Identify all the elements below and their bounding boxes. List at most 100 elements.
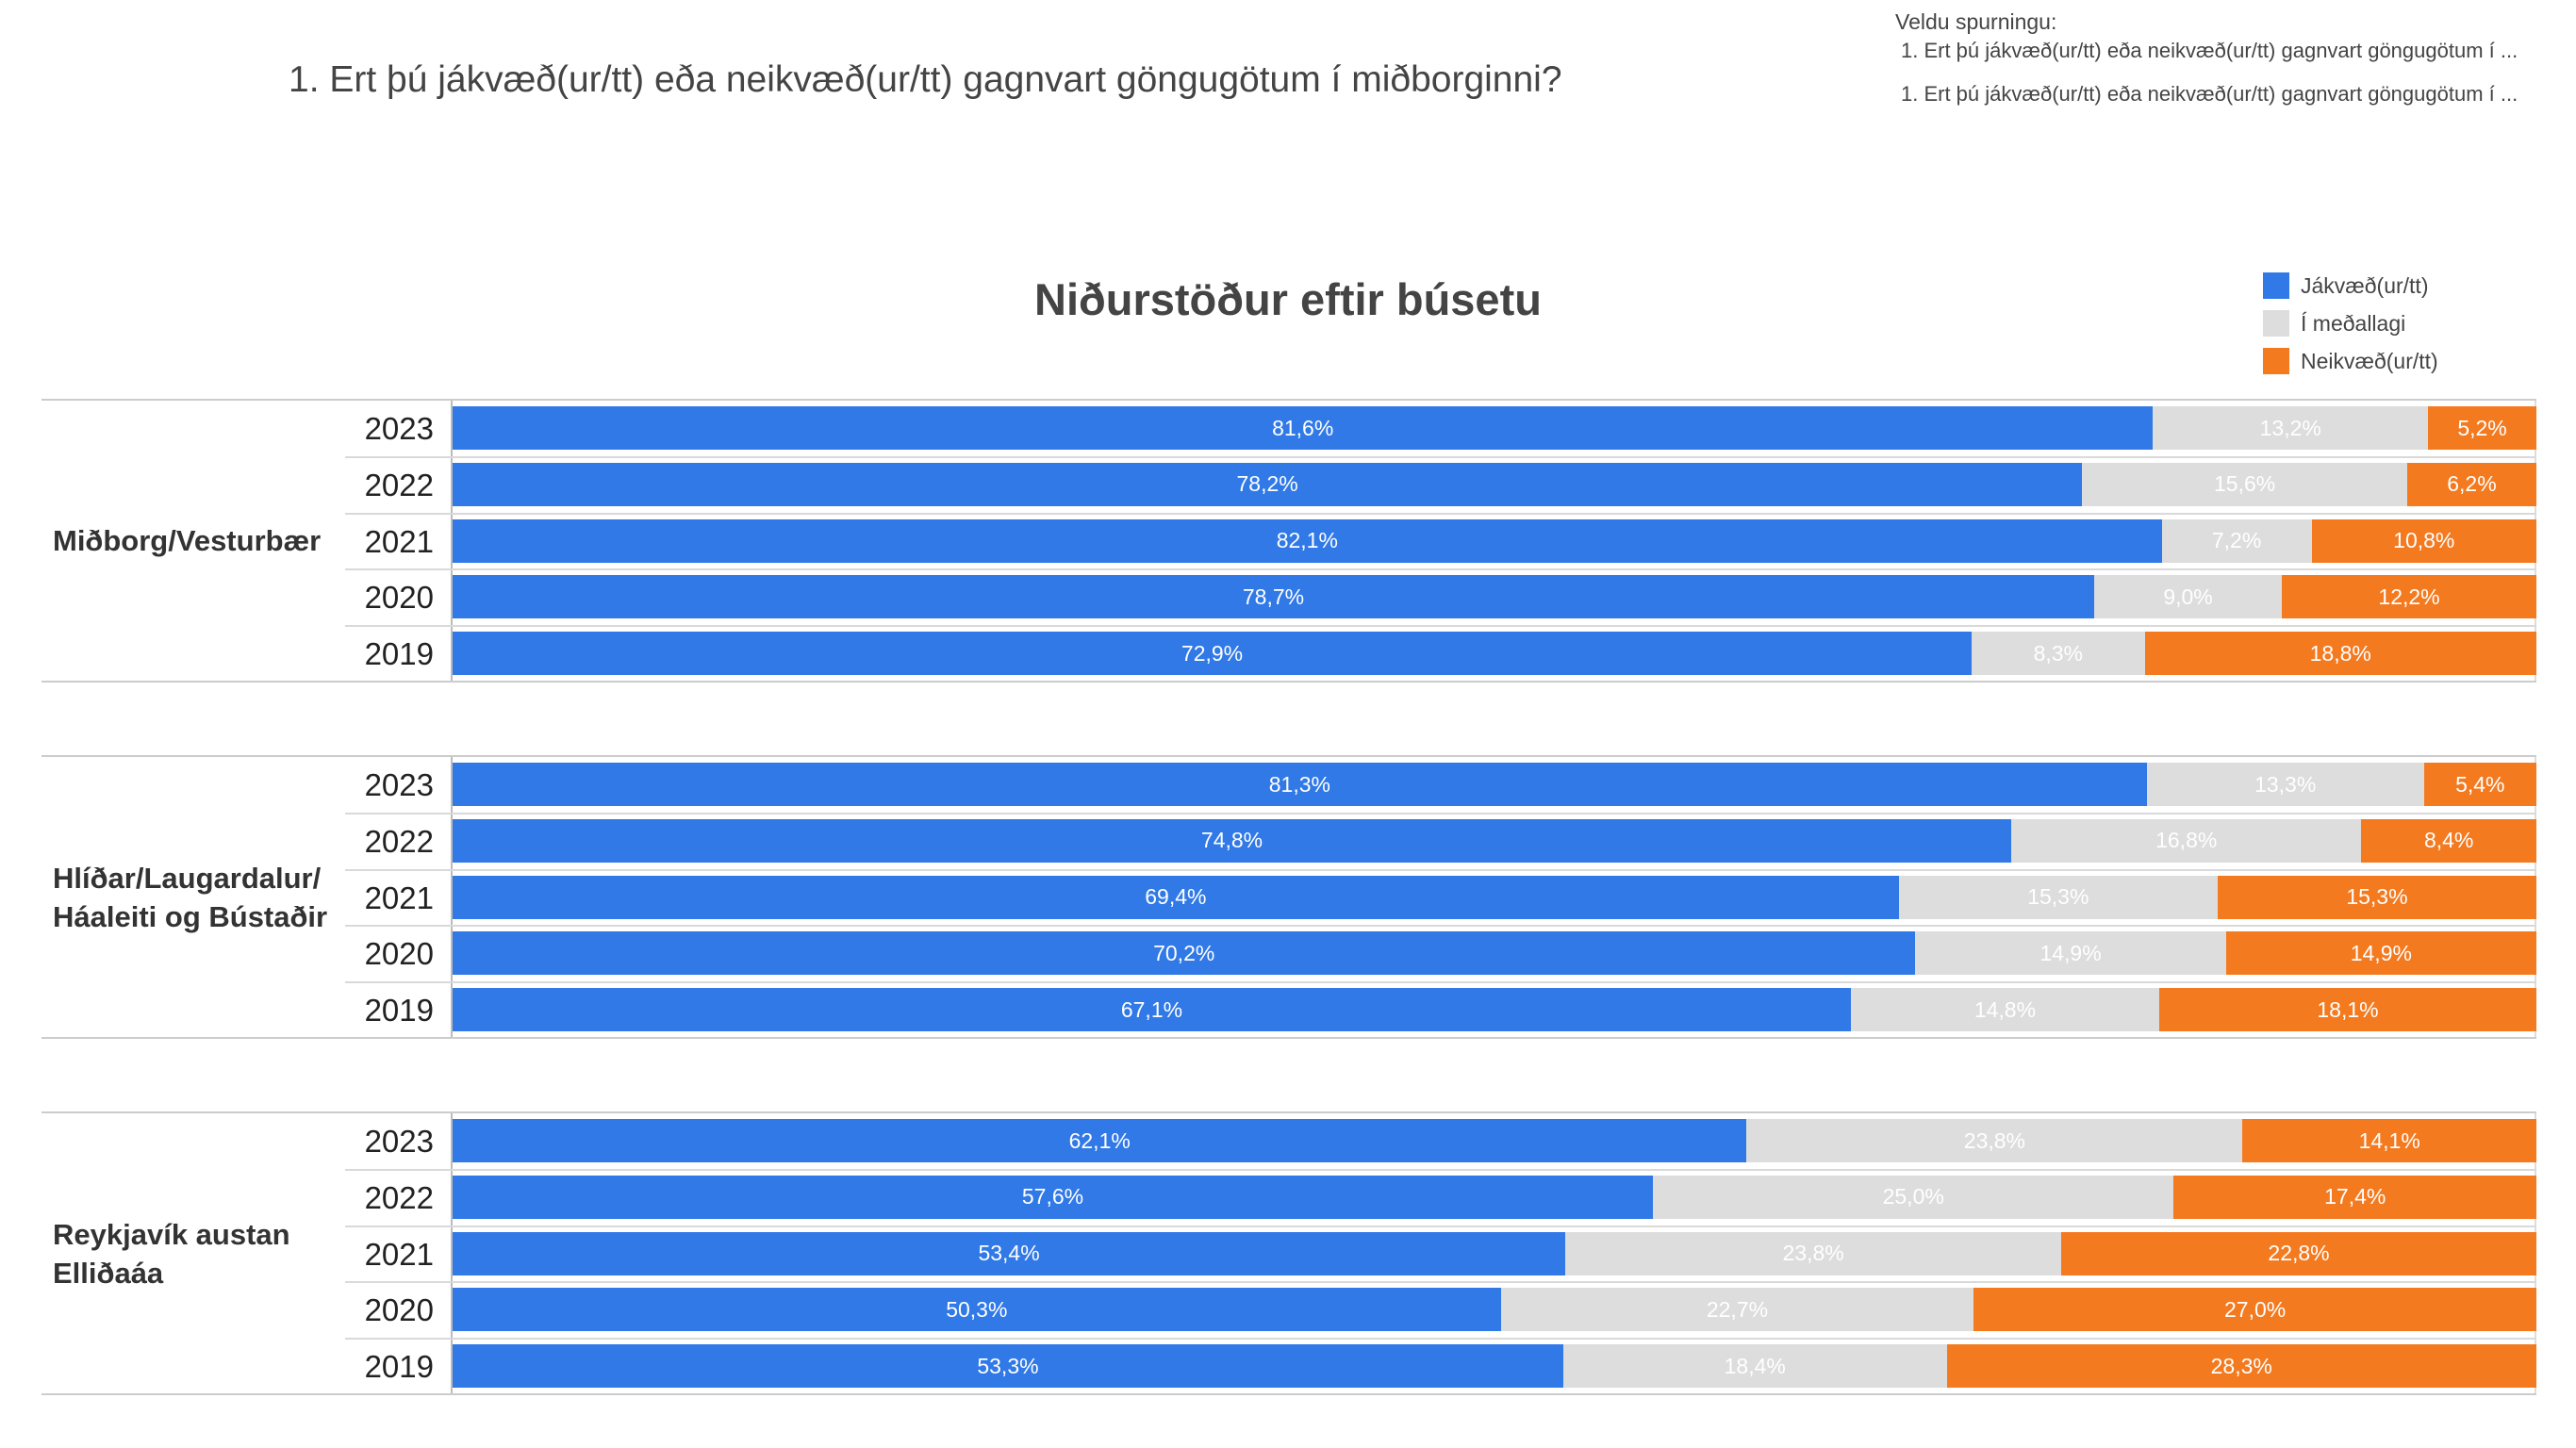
data-label-jakvaed: 78,7% [1242, 584, 1305, 609]
bar-segment-jakvaed[interactable]: 70,2% [453, 931, 1916, 976]
bar-segment-neikvaed[interactable]: 14,9% [2225, 931, 2536, 976]
bar-segment-neikvaed[interactable]: 6,2% [2406, 462, 2536, 506]
bar-segment-neikvaed[interactable]: 14,1% [2242, 1119, 2536, 1162]
bar-row: 2022 78,2% 15,6% 6,2% [41, 455, 2536, 513]
legend-swatch-jakvaed [2263, 272, 2289, 299]
stacked-bar[interactable]: 53,3% 18,4% 28,3% [453, 1344, 2536, 1389]
data-label-neikvaed: 14,9% [2350, 940, 2412, 965]
data-label-jakvaed: 81,3% [1268, 771, 1330, 797]
bar-segment-medallagi[interactable]: 9,0% [2094, 575, 2283, 619]
data-label-neikvaed: 6,2% [2447, 471, 2497, 497]
year-tick-label: 2023 [364, 1124, 434, 1159]
bar-segment-medallagi[interactable]: 13,3% [2146, 763, 2424, 806]
bar-segment-medallagi[interactable]: 15,3% [1898, 875, 2218, 919]
bar-segment-neikvaed[interactable]: 18,8% [2144, 632, 2536, 676]
bar-segment-jakvaed[interactable]: 53,3% [453, 1344, 1563, 1389]
stacked-bar[interactable]: 70,2% 14,9% 14,9% [453, 931, 2536, 976]
year-tick-label: 2023 [364, 767, 434, 802]
data-label-medallagi: 23,8% [1782, 1241, 1844, 1266]
data-label-medallagi: 25,0% [1882, 1184, 1944, 1209]
row-divider [345, 1168, 2536, 1171]
bar-segment-medallagi[interactable]: 23,8% [1565, 1231, 2062, 1275]
data-label-medallagi: 7,2% [2211, 528, 2262, 553]
data-label-medallagi: 15,3% [2027, 884, 2089, 910]
legend-swatch-medallagi [2263, 310, 2289, 337]
bar-segment-medallagi[interactable]: 7,2% [2161, 518, 2312, 563]
group-label: Miðborg/Vesturbær [53, 524, 322, 557]
stacked-bar[interactable]: 78,2% 15,6% 6,2% [453, 462, 2536, 506]
bar-segment-neikvaed[interactable]: 10,8% [2311, 518, 2536, 563]
stacked-bar[interactable]: 72,9% 8,3% 18,8% [453, 632, 2536, 676]
bar-segment-medallagi[interactable]: 14,8% [1850, 988, 2159, 1032]
bar-segment-neikvaed[interactable]: 17,4% [2173, 1175, 2536, 1219]
stacked-bar[interactable]: 53,4% 23,8% 22,8% [453, 1231, 2536, 1275]
bar-segment-jakvaed[interactable]: 50,3% [453, 1288, 1501, 1332]
stacked-bar[interactable]: 74,8% 16,8% 8,4% [453, 818, 2536, 863]
bar-segment-neikvaed[interactable]: 18,1% [2158, 988, 2536, 1032]
data-label-jakvaed: 72,9% [1181, 640, 1244, 666]
row-divider [345, 625, 2536, 628]
bar-segment-neikvaed[interactable]: 5,4% [2423, 763, 2536, 806]
stacked-bar[interactable]: 67,1% 14,8% 18,1% [453, 988, 2536, 1032]
bar-segment-jakvaed[interactable]: 78,2% [453, 462, 2083, 506]
stacked-bar[interactable]: 57,6% 25,0% 17,4% [453, 1175, 2536, 1219]
stacked-bar[interactable]: 50,3% 22,7% 27,0% [453, 1288, 2536, 1332]
bar-segment-medallagi[interactable]: 15,6% [2082, 462, 2407, 506]
bar-segment-jakvaed[interactable]: 81,6% [453, 406, 2154, 450]
bar-segment-medallagi[interactable]: 25,0% [1652, 1175, 2174, 1219]
bar-segment-jakvaed[interactable]: 74,8% [453, 818, 2012, 863]
bar-segment-neikvaed[interactable]: 28,3% [1946, 1344, 2536, 1389]
stacked-bar[interactable]: 81,3% 13,3% 5,4% [453, 763, 2536, 806]
data-label-neikvaed: 10,8% [2393, 528, 2455, 553]
bar-segment-neikvaed[interactable]: 8,4% [2361, 818, 2536, 863]
bar-segment-medallagi[interactable]: 14,9% [1915, 931, 2226, 976]
group-label: Hlíðar/Laugardalur/ Háaleiti og Bústaðir [53, 861, 328, 933]
legend-item-neikvaed[interactable]: Neikvæð(ur/tt) [2263, 342, 2438, 380]
bar-segment-medallagi[interactable]: 22,7% [1500, 1288, 1974, 1332]
bar-segment-medallagi[interactable]: 16,8% [2011, 818, 2362, 863]
bar-segment-jakvaed[interactable]: 53,4% [453, 1231, 1566, 1275]
data-label-neikvaed: 27,0% [2224, 1296, 2287, 1322]
bar-segment-neikvaed[interactable]: 12,2% [2282, 575, 2536, 619]
bar-segment-jakvaed[interactable]: 78,7% [453, 575, 2094, 619]
data-label-jakvaed: 74,8% [1200, 828, 1263, 853]
stacked-bar[interactable]: 69,4% 15,3% 15,3% [453, 875, 2536, 919]
data-label-medallagi: 8,3% [2033, 640, 2083, 666]
bar-segment-neikvaed[interactable]: 15,3% [2217, 875, 2536, 919]
bar-segment-jakvaed[interactable]: 81,3% [453, 763, 2147, 806]
stacked-bar[interactable]: 82,1% 7,2% 10,8% [453, 518, 2536, 563]
stacked-bar[interactable]: 81,6% 13,2% 5,2% [453, 406, 2536, 450]
stacked-bar[interactable]: 62,1% 23,8% 14,1% [453, 1119, 2536, 1162]
bar-segment-jakvaed[interactable]: 57,6% [453, 1175, 1653, 1219]
bar-segment-jakvaed[interactable]: 82,1% [453, 518, 2162, 563]
stacked-bar[interactable]: 78,7% 9,0% 12,2% [453, 575, 2536, 619]
bar-segment-jakvaed[interactable]: 62,1% [453, 1119, 1747, 1162]
bar-segment-neikvaed[interactable]: 22,8% [2061, 1231, 2536, 1275]
data-label-medallagi: 13,3% [2254, 771, 2317, 797]
bar-segment-medallagi[interactable]: 13,2% [2153, 406, 2429, 450]
row-divider [345, 1225, 2536, 1227]
year-tick-label: 2022 [364, 823, 434, 859]
selector-option[interactable]: 1. Ert þú jákvæð(ur/tt) eða neikvæð(ur/t… [1901, 82, 2518, 106]
question-selector[interactable]: Veldu spurningu: 1. Ert þú jákvæð(ur/tt)… [1895, 9, 2576, 107]
data-label-neikvaed: 22,8% [2268, 1241, 2330, 1266]
bar-segment-neikvaed[interactable]: 5,2% [2428, 406, 2536, 450]
selector-option[interactable]: 1. Ert þú jákvæð(ur/tt) eða neikvæð(ur/t… [1901, 39, 2518, 62]
legend-item-jakvaed[interactable]: Jákvæð(ur/tt) [2263, 267, 2438, 304]
bar-row: 2020 78,7% 9,0% 12,2% [41, 568, 2536, 625]
bar-row: 2020 50,3% 22,7% 27,0% [41, 1281, 2536, 1338]
year-tick-label: 2019 [364, 636, 434, 672]
bar-segment-medallagi[interactable]: 18,4% [1562, 1344, 1947, 1389]
bar-segment-medallagi[interactable]: 8,3% [1972, 632, 2145, 676]
bar-segment-neikvaed[interactable]: 27,0% [1973, 1288, 2536, 1332]
data-label-medallagi: 22,7% [1706, 1296, 1769, 1322]
bar-segment-jakvaed[interactable]: 69,4% [453, 875, 1899, 919]
y-axis-line [451, 401, 453, 681]
bar-segment-jakvaed[interactable]: 67,1% [453, 988, 1851, 1032]
y-axis-line [451, 757, 453, 1037]
data-label-jakvaed: 57,6% [1021, 1184, 1084, 1209]
bar-segment-jakvaed[interactable]: 72,9% [453, 632, 1973, 676]
legend-item-medallagi[interactable]: Í meðallagi [2263, 304, 2438, 342]
bar-segment-medallagi[interactable]: 23,8% [1746, 1119, 2243, 1162]
data-label-neikvaed: 28,3% [2210, 1353, 2272, 1378]
